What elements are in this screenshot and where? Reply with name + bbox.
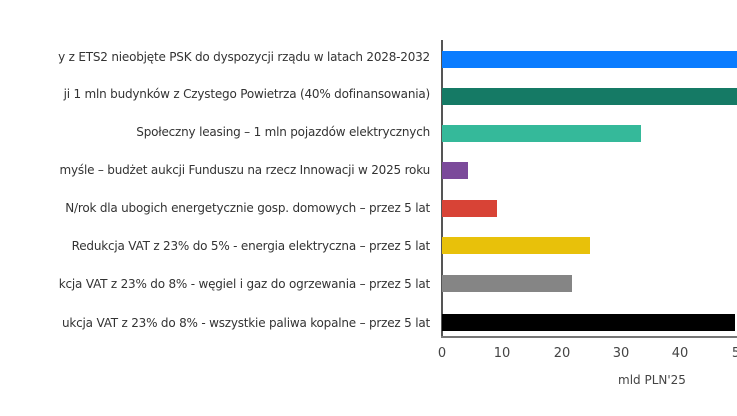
category-label: ji 1 mln budynków z Czystego Powietrza (…: [63, 87, 431, 101]
bar: [442, 88, 737, 105]
bar: [442, 162, 468, 179]
bar: [442, 200, 498, 217]
category-label: myśle – budżet aukcji Funduszu na rzecz …: [59, 163, 431, 177]
bar: [442, 51, 737, 68]
x-tick-label: 10: [493, 346, 511, 361]
bar: [442, 125, 642, 142]
x-tick-label: 30: [612, 346, 630, 361]
x-tick-label: 0: [437, 346, 447, 361]
bar: [442, 275, 572, 292]
category-label: N/rok dla ubogich energetycznie gosp. do…: [65, 201, 430, 215]
bar: [442, 314, 735, 331]
category-label: ukcja VAT z 23% do 8% - wszystkie paliwa…: [62, 316, 430, 330]
category-label: kcja VAT z 23% do 8% - węgiel i gaz do o…: [58, 277, 430, 291]
y-axis-line: [441, 40, 443, 337]
x-axis-title: mld PLN'25: [618, 373, 686, 387]
category-label: Społeczny leasing – 1 mln pojazdów elekt…: [136, 125, 430, 139]
x-axis-line: [441, 336, 737, 338]
x-tick-label: 20: [553, 346, 571, 361]
category-label: y z ETS2 nieobjęte PSK do dyspozycji rzą…: [58, 50, 430, 64]
category-label: Redukcja VAT z 23% do 5% - energia elekt…: [71, 239, 431, 253]
bar: [442, 237, 590, 254]
x-tick-label: 40: [671, 346, 689, 361]
x-tick-label: 5: [731, 346, 737, 361]
